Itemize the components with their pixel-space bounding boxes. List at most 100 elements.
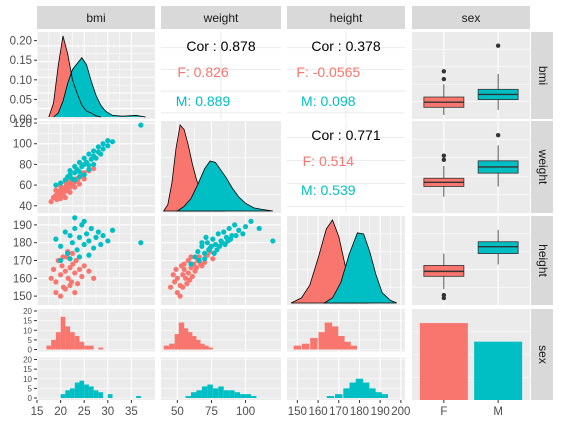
point-bmi-height-F bbox=[73, 257, 79, 264]
hist-bar-bmi-F bbox=[60, 316, 66, 350]
hist-bar-bmi-F bbox=[46, 345, 52, 350]
hist-bar-weight-F bbox=[182, 328, 189, 350]
point-bmi-weight-M bbox=[72, 163, 78, 170]
hist-bar-weight-M bbox=[234, 392, 241, 398]
hist-bar-height-M bbox=[374, 392, 382, 398]
x-tick-label-sex: F bbox=[440, 406, 447, 418]
hist-bar-weight-M bbox=[223, 390, 230, 398]
hist-bar-height-F bbox=[293, 345, 302, 350]
point-weight-height-F bbox=[188, 265, 194, 271]
point-bmi-weight-M bbox=[105, 143, 111, 149]
density-bmi-M bbox=[53, 57, 146, 117]
x-tick-label: 15 bbox=[31, 406, 44, 418]
point-bmi-height-M bbox=[65, 250, 71, 256]
hist-bar-height-M bbox=[349, 382, 357, 398]
box-outlier-M bbox=[495, 43, 501, 48]
corr-M-label: M: 0.098 bbox=[301, 93, 356, 109]
box-M bbox=[477, 241, 519, 254]
point-bmi-weight-M bbox=[81, 155, 87, 161]
point-weight-height-M bbox=[202, 256, 208, 262]
hist-bar-weight-F bbox=[199, 343, 205, 350]
point-bmi-height-M bbox=[138, 240, 144, 246]
hist-bar-bmi-M bbox=[107, 394, 113, 398]
y-tick-label: 120 bbox=[13, 118, 32, 130]
point-weight-height-M bbox=[206, 247, 212, 253]
point-bmi-weight-M bbox=[72, 177, 78, 183]
point-weight-height-F bbox=[174, 275, 180, 281]
point-weight-height-M bbox=[195, 249, 201, 255]
point-bmi-weight-M bbox=[76, 174, 83, 180]
point-weight-height-F bbox=[210, 256, 216, 262]
corr-overall-label: Cor : 0.378 bbox=[311, 38, 380, 54]
hist-bar-height-F bbox=[349, 345, 357, 350]
point-weight-height-M bbox=[188, 261, 194, 267]
hist-bar-height-F bbox=[301, 343, 310, 350]
point-bmi-weight-M bbox=[98, 151, 104, 157]
point-weight-height-M bbox=[199, 243, 205, 249]
hist-bar-bmi-M bbox=[84, 384, 89, 398]
y-tick-label-count: 15 bbox=[23, 317, 32, 326]
point-bmi-height-M bbox=[95, 229, 101, 235]
y-tick-label: 60 bbox=[19, 180, 32, 192]
box-outlier-F bbox=[441, 295, 447, 301]
point-weight-height-M bbox=[215, 231, 221, 237]
hist-bar-bmi-M bbox=[93, 390, 99, 398]
point-bmi-weight-F bbox=[76, 181, 83, 187]
y-tick-label: 190 bbox=[13, 220, 32, 232]
hist-bar-weight-M bbox=[207, 384, 213, 398]
point-bmi-height-M bbox=[69, 240, 75, 246]
y-tick-label-count: 0 bbox=[28, 346, 33, 355]
point-bmi-weight-M bbox=[67, 168, 73, 174]
point-bmi-weight-M bbox=[100, 141, 106, 147]
point-weight-height-M bbox=[204, 240, 210, 246]
y-tick-label: 0.05 bbox=[10, 94, 32, 106]
x-tick-label: 75 bbox=[205, 406, 218, 418]
corr-overall-label: Cor : 0.878 bbox=[186, 38, 255, 54]
hist-bar-bmi-M bbox=[70, 388, 75, 398]
point-weight-height-F bbox=[170, 272, 176, 278]
corr-F-label: F: 0.514 bbox=[303, 153, 355, 169]
hist-bar-weight-F bbox=[174, 334, 181, 350]
hist-bar-bmi-M bbox=[79, 380, 85, 398]
point-bmi-weight-M bbox=[95, 144, 101, 150]
y-tick-label: 180 bbox=[13, 238, 32, 250]
point-bmi-weight-M bbox=[100, 146, 106, 152]
corr-overall-label: Cor : 0.771 bbox=[311, 127, 380, 143]
point-weight-height-M bbox=[227, 236, 234, 242]
density-weight-M bbox=[176, 160, 273, 212]
point-bmi-weight-F bbox=[81, 176, 87, 182]
strip-top-3 bbox=[412, 6, 530, 29]
y-tick-label: 40 bbox=[19, 201, 32, 213]
point-bmi-weight-M bbox=[91, 148, 97, 154]
point-bmi-weight-F bbox=[62, 194, 68, 201]
hist-bar-height-M bbox=[361, 382, 370, 398]
point-weight-height-M bbox=[248, 218, 254, 224]
y-tick-label: 0.00 bbox=[10, 114, 32, 126]
point-weight-height-M bbox=[226, 225, 232, 232]
point-weight-height-F bbox=[167, 284, 174, 290]
point-weight-height-M bbox=[212, 241, 219, 248]
hist-bar-weight-M bbox=[196, 390, 202, 398]
point-bmi-height-F bbox=[58, 293, 64, 299]
point-bmi-height-M bbox=[53, 236, 59, 242]
point-bmi-weight-F bbox=[48, 199, 54, 205]
y-tick-label-count: 20 bbox=[23, 356, 32, 365]
panel-box-height bbox=[412, 216, 530, 305]
point-bmi-height-F bbox=[70, 261, 76, 267]
point-bmi-height-M bbox=[100, 232, 106, 239]
hist-bar-bmi-F bbox=[88, 345, 94, 350]
point-weight-height-M bbox=[233, 232, 239, 239]
point-bmi-height-F bbox=[65, 275, 71, 281]
x-tick-label: 160 bbox=[308, 406, 327, 418]
point-bmi-height-F bbox=[62, 268, 68, 274]
point-weight-height-M bbox=[256, 225, 262, 232]
hist-bar-weight-F bbox=[195, 339, 201, 350]
hist-bar-weight-M bbox=[240, 394, 246, 398]
hist-bar-weight-F bbox=[178, 322, 185, 350]
hist-bar-weight-F bbox=[169, 343, 175, 350]
point-bmi-weight-F bbox=[58, 195, 64, 202]
point-bmi-weight-M bbox=[138, 122, 144, 128]
point-bmi-height-M bbox=[91, 245, 97, 251]
y-tick-label-count: 5 bbox=[28, 336, 33, 345]
hist-bar-bmi-M bbox=[74, 382, 80, 398]
